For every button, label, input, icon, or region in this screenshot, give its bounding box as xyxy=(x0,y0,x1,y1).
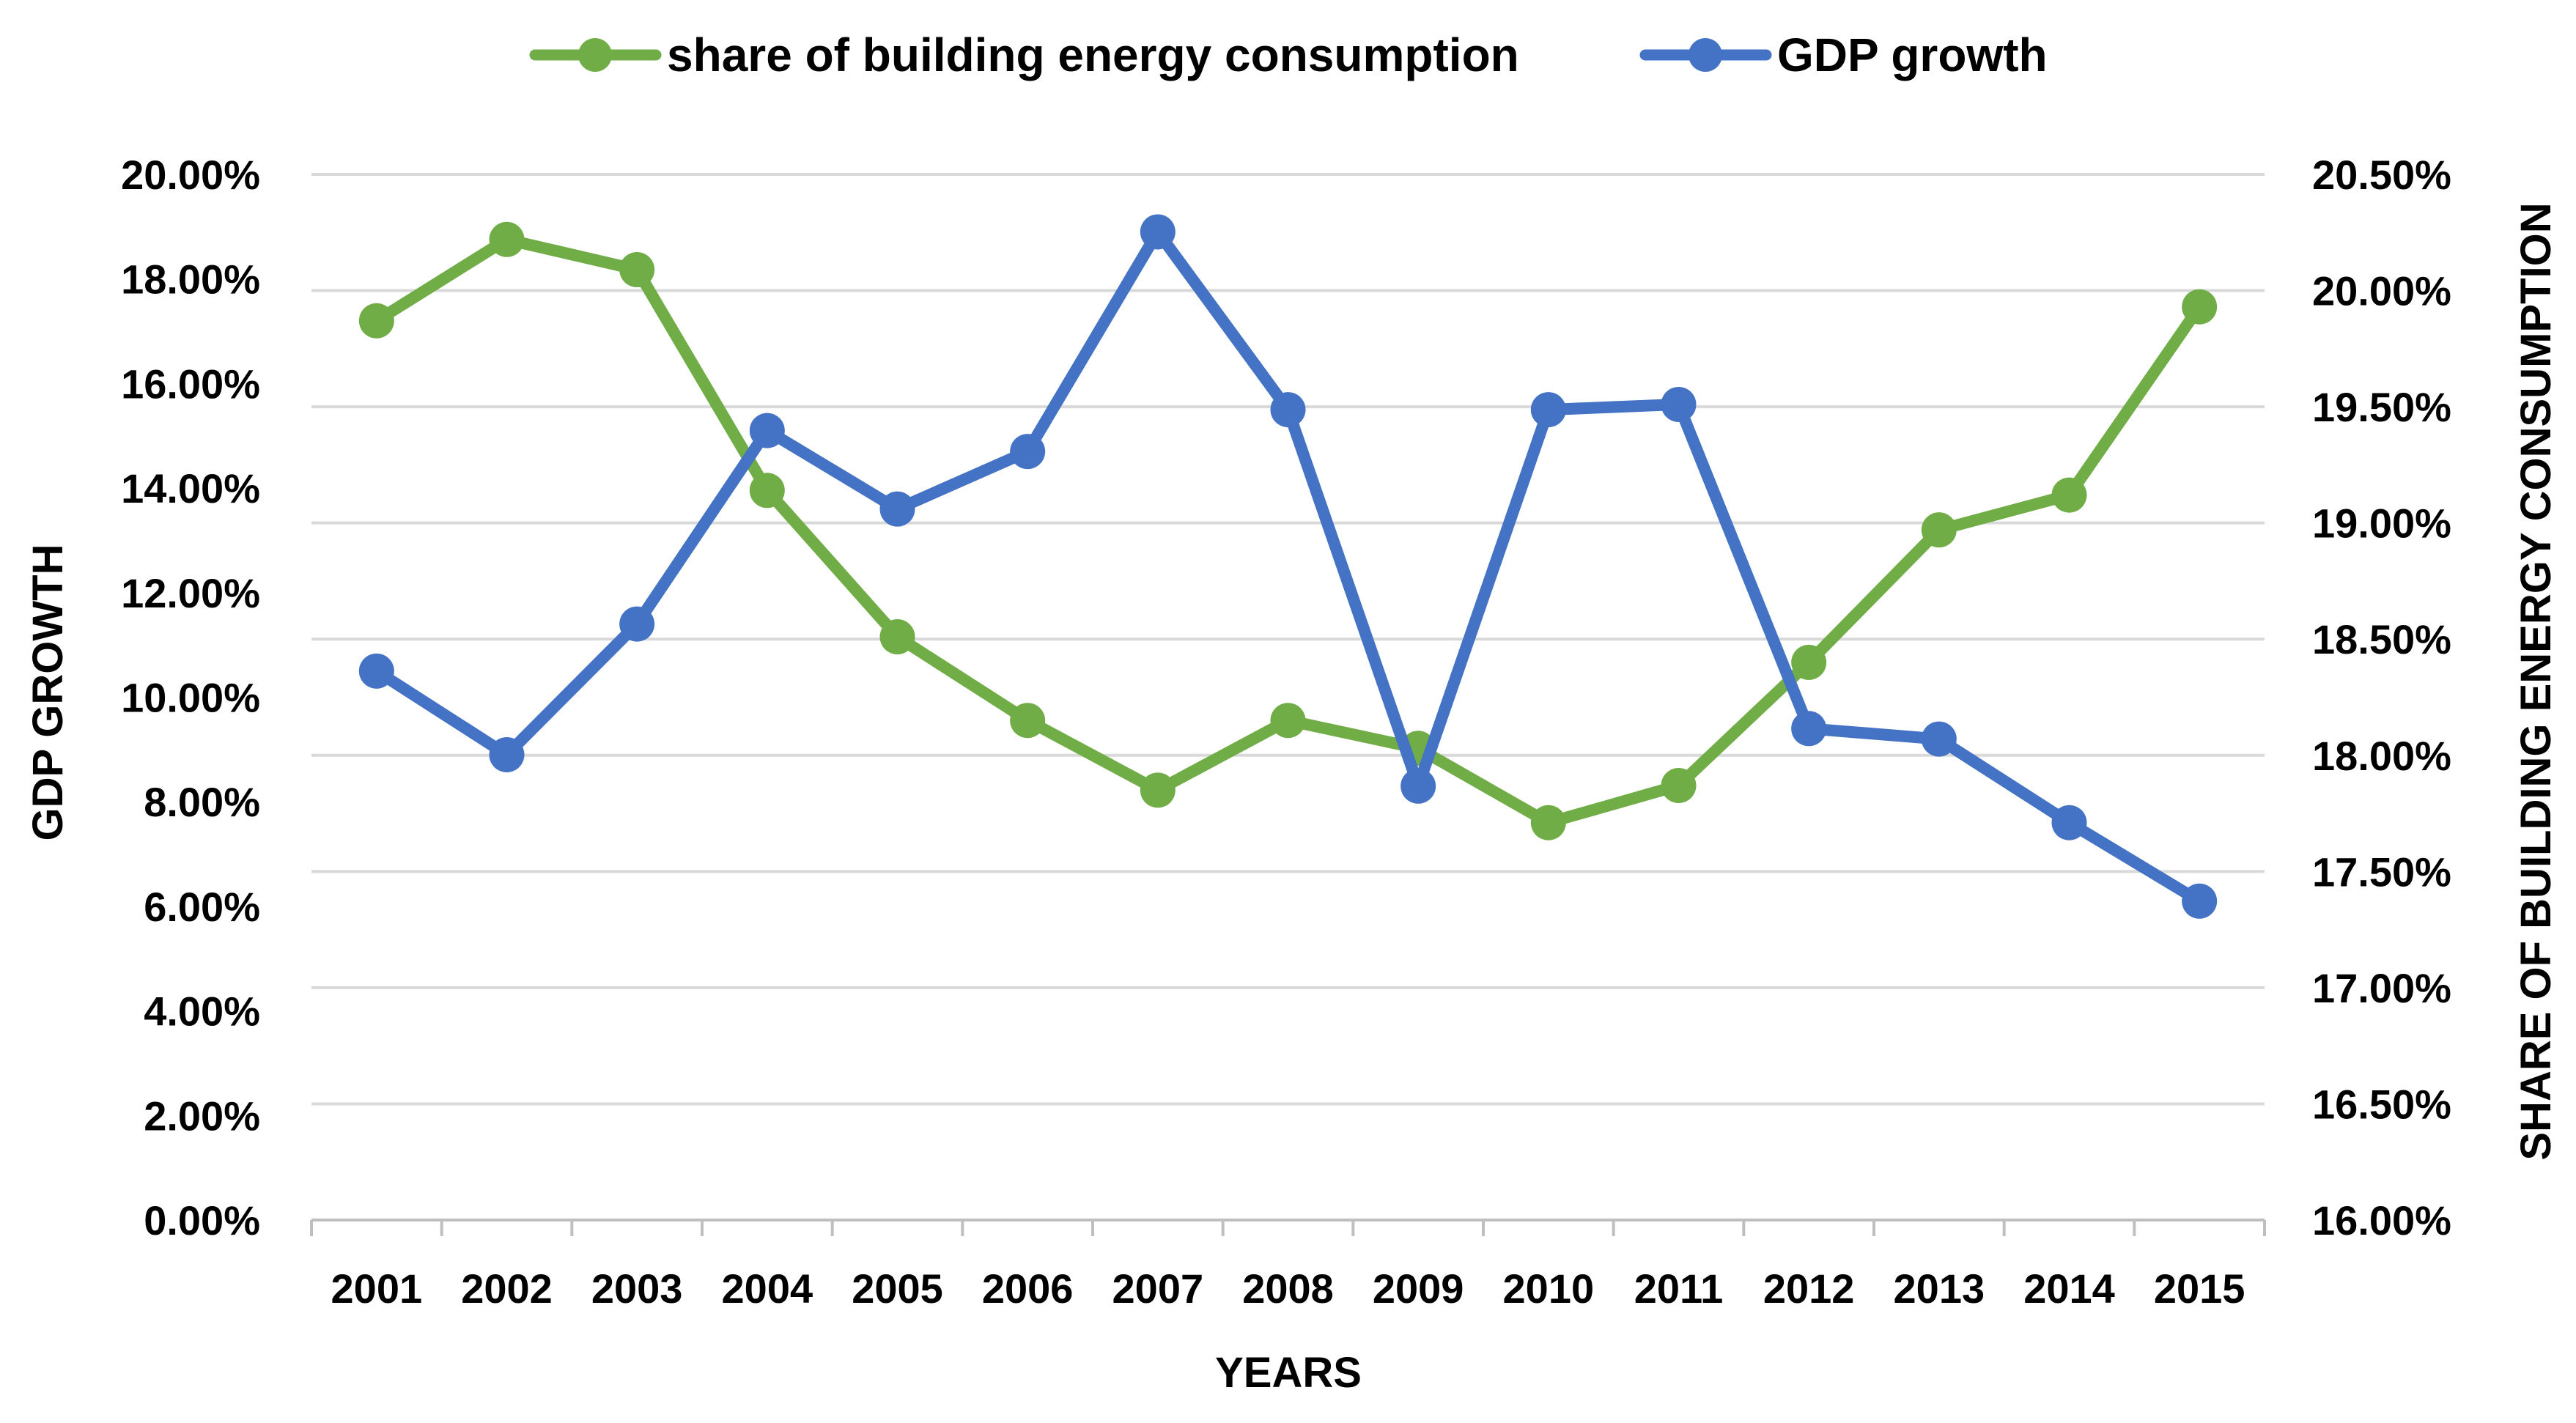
y-right-tick-label: 17.00% xyxy=(2312,965,2451,1011)
y-axis-right: 16.00% 16.50% 17.00% 17.50% 18.00% 18.50% 19.0… xyxy=(2312,152,2451,1243)
x-tick-label: 2007 xyxy=(1112,1265,1204,1312)
data-point-share xyxy=(1010,703,1046,739)
data-point-gdp xyxy=(1270,392,1306,428)
y-left-tick-label: 8.00% xyxy=(144,779,260,825)
data-point-gdp xyxy=(358,653,394,689)
x-tick-label: 2010 xyxy=(1503,1265,1595,1312)
y-axis-left: 0.00% 2.00% 4.00% 6.00% 8.00% 10.00% 12.00% 14.… xyxy=(121,152,260,1243)
y-right-tick-label: 20.00% xyxy=(2312,268,2451,314)
y-left-tick-label: 12.00% xyxy=(121,570,260,616)
data-point-share xyxy=(1270,703,1306,739)
data-point-share xyxy=(1140,772,1176,808)
y-left-tick-label: 14.00% xyxy=(121,465,260,511)
y-axis-left-title: GDP GROWTH xyxy=(24,544,72,841)
x-tick-label: 2001 xyxy=(331,1265,423,1312)
data-point-gdp xyxy=(1530,392,1566,428)
x-tick-label: 2005 xyxy=(852,1265,943,1312)
data-point-share xyxy=(489,221,525,257)
y-left-tick-label: 0.00% xyxy=(144,1197,260,1243)
y-right-tick-label: 19.00% xyxy=(2312,500,2451,547)
y-right-tick-label: 18.50% xyxy=(2312,616,2451,662)
y-right-tick-label: 18.00% xyxy=(2312,733,2451,779)
data-point-share xyxy=(879,619,915,655)
data-point-gdp xyxy=(879,491,915,527)
data-point-gdp xyxy=(749,413,785,448)
data-point-gdp xyxy=(1921,721,1957,757)
y-left-tick-label: 4.00% xyxy=(144,988,260,1035)
x-tick-label: 2011 xyxy=(1634,1265,1724,1312)
y-right-tick-label: 20.50% xyxy=(2312,152,2451,198)
gridlines xyxy=(311,173,2265,1106)
data-point-gdp xyxy=(489,736,525,772)
legend-label-share: share of building energy consumption xyxy=(667,29,1519,81)
y-left-tick-label: 10.00% xyxy=(121,675,260,721)
data-point-gdp xyxy=(1400,768,1436,804)
legend-marker-gdp xyxy=(1689,38,1722,72)
series-line-gdp xyxy=(370,226,2206,907)
series-layer xyxy=(358,214,2218,919)
data-point-share xyxy=(619,252,655,288)
x-tick-label: 2004 xyxy=(722,1265,813,1312)
x-tick-label: 2015 xyxy=(2154,1265,2245,1312)
data-point-share xyxy=(1921,512,1957,548)
data-point-share xyxy=(749,473,785,509)
legend-marker-share xyxy=(578,38,612,72)
data-point-gdp xyxy=(1010,434,1046,470)
y-right-tick-label: 16.50% xyxy=(2312,1081,2451,1127)
legend-label-gdp: GDP growth xyxy=(1777,29,2048,81)
y-left-tick-label: 16.00% xyxy=(121,361,260,407)
x-tick-label: 2012 xyxy=(1763,1265,1855,1312)
data-point-share xyxy=(1791,644,1827,680)
y-right-tick-label: 19.50% xyxy=(2312,384,2451,430)
legend-item-share[interactable]: share of building energy consumption xyxy=(529,29,1519,81)
y-left-tick-label: 6.00% xyxy=(144,884,260,930)
y-left-tick-label: 18.00% xyxy=(121,256,260,303)
y-axis-right-title: SHARE OF BUILDING ENERGY CONSUMPTION xyxy=(2512,202,2560,1160)
data-point-gdp xyxy=(1791,711,1827,747)
x-tick-label: 2013 xyxy=(1894,1265,1985,1312)
x-tick-label: 2008 xyxy=(1242,1265,1334,1312)
y-right-tick-label: 17.50% xyxy=(2312,849,2451,895)
data-point-share xyxy=(358,303,394,339)
y-right-tick-label: 16.00% xyxy=(2312,1197,2451,1243)
x-tick-label: 2014 xyxy=(2023,1265,2115,1312)
data-point-share xyxy=(1530,805,1566,840)
data-point-gdp xyxy=(1661,386,1697,422)
series-gdp xyxy=(358,214,2218,919)
y-left-tick-label: 20.00% xyxy=(121,152,260,198)
x-tick-label: 2002 xyxy=(461,1265,553,1312)
x-tick-label: 2009 xyxy=(1373,1265,1464,1312)
x-axis: 2001 2002 2003 2004 2005 2006 2007 2008 2009 2010… xyxy=(310,1219,2266,1312)
legend-item-gdp[interactable]: GDP growth xyxy=(1639,29,2048,81)
legend: share of building energy consumption GDP… xyxy=(529,29,2048,81)
x-tick-label: 2003 xyxy=(591,1265,683,1312)
data-point-share xyxy=(1661,768,1697,804)
data-point-gdp xyxy=(2182,883,2218,919)
data-point-gdp xyxy=(1140,214,1176,250)
series-share xyxy=(358,221,2218,840)
x-axis-title: YEARS xyxy=(1215,1349,1362,1397)
data-point-share xyxy=(2182,289,2218,325)
data-point-gdp xyxy=(619,606,655,642)
x-tick-label: 2006 xyxy=(982,1265,1074,1312)
y-left-tick-label: 2.00% xyxy=(144,1093,260,1139)
data-point-gdp xyxy=(2051,805,2087,840)
data-point-share xyxy=(2051,477,2087,513)
